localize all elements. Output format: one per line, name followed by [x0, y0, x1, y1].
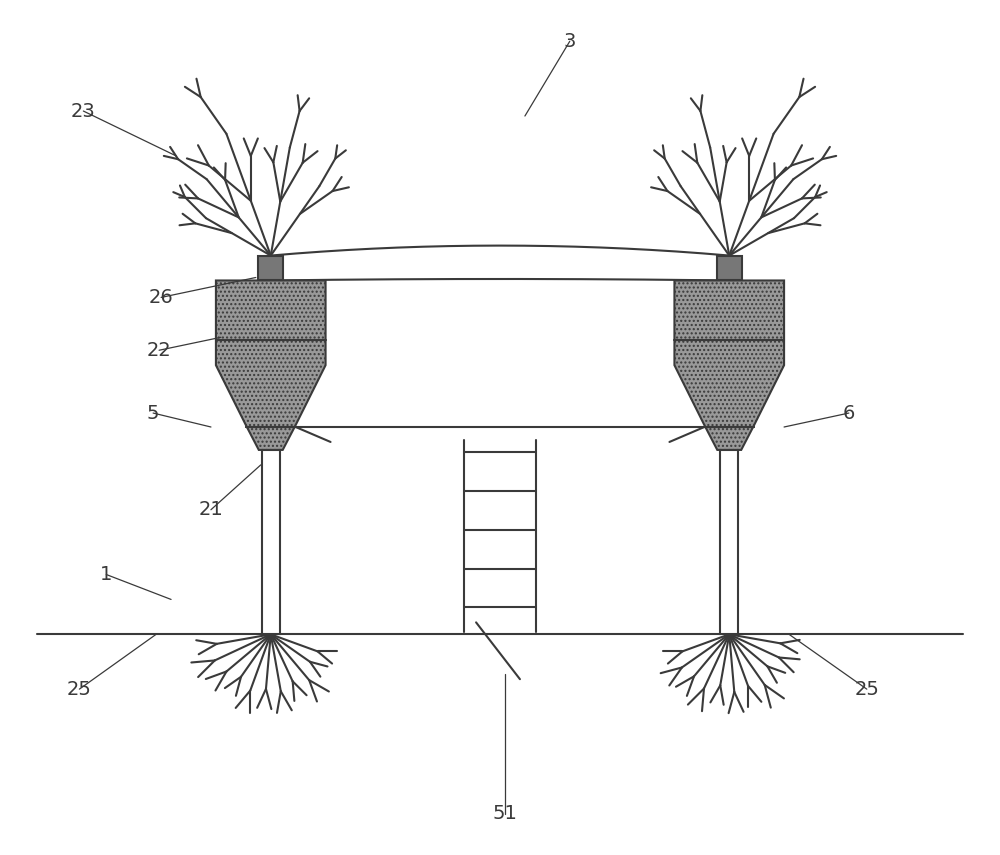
Text: 25: 25 [854, 680, 879, 699]
Text: 22: 22 [147, 341, 171, 360]
Text: 3: 3 [564, 32, 576, 50]
Bar [720, 450, 738, 634]
Text: 21: 21 [199, 500, 223, 519]
Text: 6: 6 [843, 404, 855, 422]
Bar [262, 450, 280, 634]
Text: 51: 51 [493, 805, 517, 823]
Polygon shape [216, 280, 326, 450]
Bar [258, 256, 283, 280]
Text: 26: 26 [149, 288, 173, 307]
Polygon shape [674, 280, 784, 450]
Text: 1: 1 [100, 565, 112, 584]
Text: 25: 25 [67, 680, 92, 699]
Text: 5: 5 [147, 404, 159, 422]
Text: 23: 23 [71, 102, 96, 121]
Bar [717, 256, 742, 280]
